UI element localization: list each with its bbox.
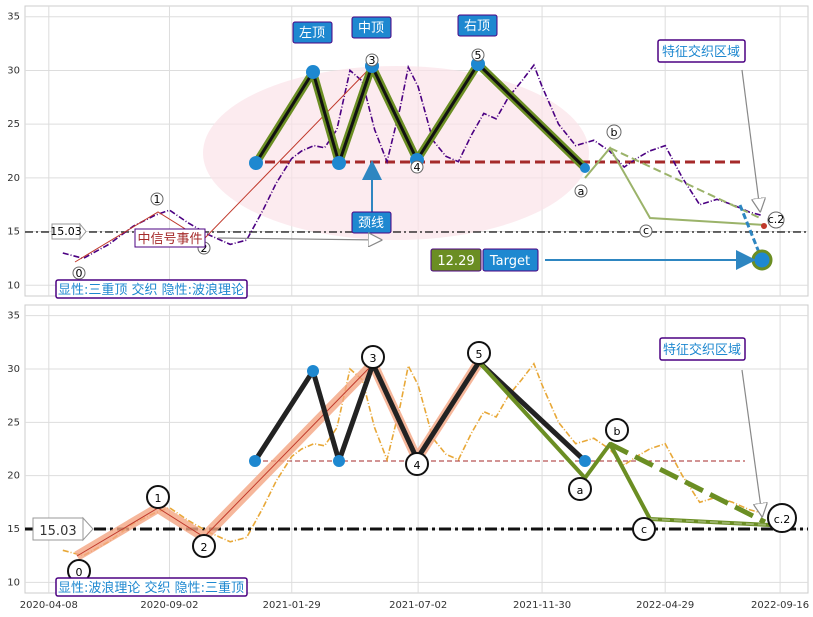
dot-target bbox=[751, 249, 773, 271]
neckline-label: 颈线 bbox=[358, 216, 384, 231]
right-top-label: 右顶 bbox=[464, 19, 490, 34]
x-ticks: 2020-04-08 2020-09-02 2021-01-29 2021-07-02… bbox=[20, 600, 809, 611]
x-tick-label: 2020-04-08 bbox=[20, 600, 78, 611]
wave-2-top: 2 bbox=[201, 242, 208, 255]
target-label-box bbox=[482, 248, 539, 272]
wave-5-top: 5 bbox=[475, 49, 482, 62]
y-tick-label: 10 bbox=[7, 577, 20, 588]
wave-c2-bottom: c.2 bbox=[774, 513, 791, 526]
y-tick-label: 10 bbox=[7, 280, 20, 291]
wave-2-bottom: 2 bbox=[201, 541, 208, 554]
y-tick-label: 35 bbox=[7, 311, 20, 322]
bottom-caption-box bbox=[55, 577, 248, 597]
x-tick-label: 2021-07-02 bbox=[389, 600, 447, 611]
event-label: 中信号事件 bbox=[137, 232, 202, 247]
left-top-label: 左顶 bbox=[299, 26, 325, 41]
wave-c2-top: c.2 bbox=[768, 213, 785, 226]
dot-mid-base bbox=[332, 156, 346, 170]
c-dash-bottom bbox=[649, 518, 771, 526]
wave-0-top: 0 bbox=[76, 267, 83, 280]
x-tick-label: 2022-09-16 bbox=[751, 600, 809, 611]
y-tick-label: 20 bbox=[7, 173, 20, 184]
top-caption: 显性:三重顶 交织 隐性:波浪理论 bbox=[58, 282, 244, 298]
y-tick-label: 30 bbox=[7, 65, 20, 76]
dot-b4 bbox=[579, 455, 591, 467]
y-tick-label: 25 bbox=[7, 119, 20, 130]
event-box bbox=[134, 228, 206, 248]
wave-4-top: 4 bbox=[414, 161, 421, 174]
x-tick-label: 2021-01-29 bbox=[263, 600, 321, 611]
price-tag-bottom: 15.03 bbox=[39, 524, 76, 539]
wave-c-top: c bbox=[643, 224, 649, 237]
series-bottom bbox=[62, 362, 763, 557]
zone-arrow-bottom bbox=[741, 369, 762, 515]
target-value-box bbox=[430, 248, 482, 272]
y-tick-label: 35 bbox=[7, 12, 20, 23]
wave-3-bottom: 3 bbox=[370, 352, 377, 365]
x-tick-label: 2022-04-29 bbox=[636, 600, 694, 611]
price-tag-top: 15.03 bbox=[50, 225, 82, 238]
abc-dash-top bbox=[609, 147, 761, 219]
abc-dash-bottom bbox=[608, 441, 767, 525]
wave-a-bottom: a bbox=[577, 484, 584, 497]
y-tick-label: 15 bbox=[7, 227, 20, 238]
wave-0-bottom: 0 bbox=[76, 566, 83, 579]
wave-a-top: a bbox=[578, 185, 585, 198]
mid-top-box bbox=[351, 16, 392, 39]
zone-label-top: 特征交织区域 bbox=[662, 44, 740, 60]
left-top-box bbox=[292, 21, 333, 44]
dot-right-top bbox=[471, 57, 485, 71]
bottom-caption: 显性:波浪理论 交织 隐性:三重顶 bbox=[58, 580, 244, 596]
zone-label-bottom: 特征交织区域 bbox=[663, 342, 741, 358]
dot-b1 bbox=[249, 455, 261, 467]
zone-box-bottom bbox=[659, 337, 746, 361]
wave-b-top: b bbox=[611, 126, 618, 139]
x-tick-label: 2020-09-02 bbox=[140, 600, 198, 611]
pink-zone bbox=[203, 66, 589, 240]
y-tick-label: 15 bbox=[7, 524, 20, 535]
wave-c-bottom: c bbox=[641, 523, 647, 536]
abc-line-top bbox=[584, 146, 766, 226]
dot-left-top bbox=[306, 65, 320, 79]
price-series-line bbox=[62, 63, 763, 260]
zone-box-top bbox=[657, 39, 746, 63]
right-top-box bbox=[457, 14, 498, 37]
dot-end bbox=[580, 163, 590, 173]
wave-b-bottom: b bbox=[614, 425, 621, 438]
series-top bbox=[62, 63, 763, 260]
dot-left-base bbox=[249, 156, 263, 170]
x-tick-label: 2021-11-30 bbox=[513, 600, 571, 611]
wave-circles-bottom bbox=[67, 341, 797, 583]
wave-1-bottom: 1 bbox=[155, 492, 162, 505]
wave-5-bottom: 5 bbox=[476, 348, 483, 361]
top-caption-box bbox=[55, 279, 248, 299]
mid-top-label: 中顶 bbox=[358, 21, 384, 36]
zone-arrow-top bbox=[741, 69, 760, 210]
dot-c2-top bbox=[761, 223, 767, 229]
y-tick-label: 30 bbox=[7, 364, 20, 375]
target-label: Target bbox=[489, 254, 530, 269]
dot-b3 bbox=[333, 455, 345, 467]
dot-b2 bbox=[307, 365, 319, 377]
wave-1-top: 1 bbox=[154, 193, 161, 206]
target-value: 12.29 bbox=[437, 254, 474, 269]
wave-4-bottom: 4 bbox=[414, 459, 421, 472]
y-tick-label: 25 bbox=[7, 417, 20, 428]
price-series-line bbox=[62, 362, 763, 557]
y-tick-label: 20 bbox=[7, 471, 20, 482]
wave-3-top: 3 bbox=[369, 54, 376, 67]
event-arrow bbox=[217, 238, 380, 240]
